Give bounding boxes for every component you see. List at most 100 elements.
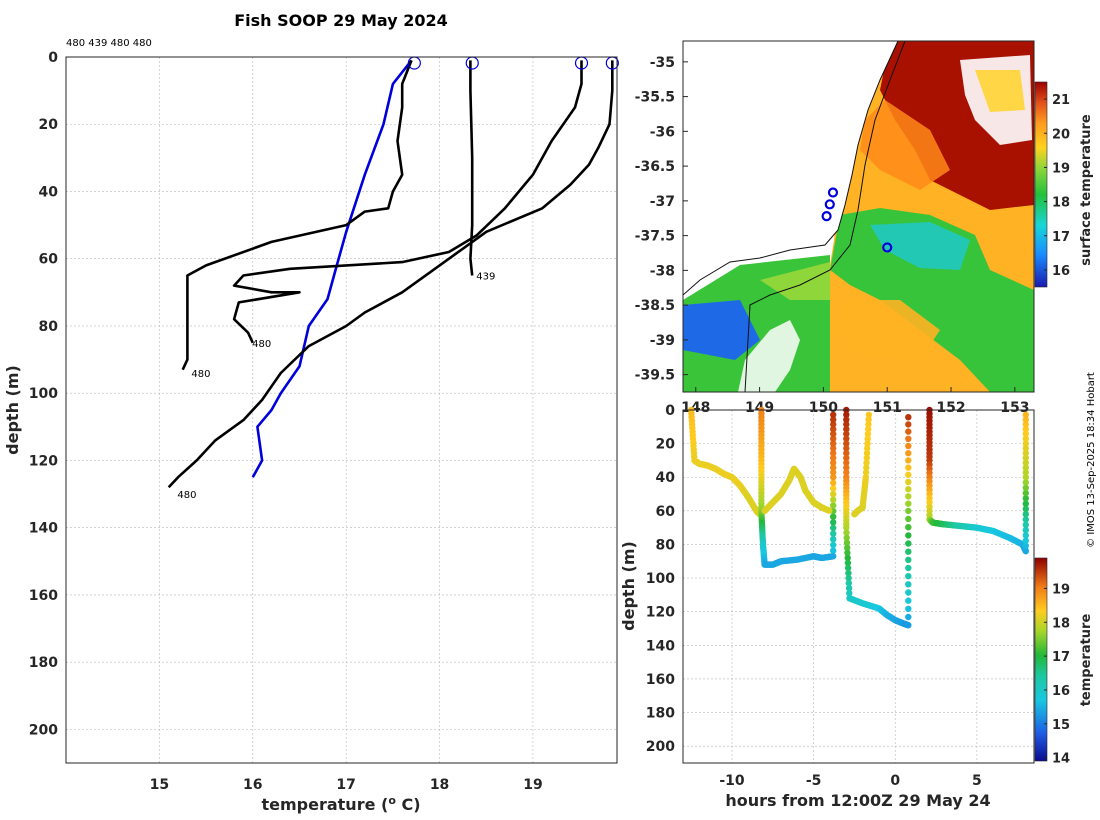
depth-time-point: [830, 485, 837, 492]
sst-colorbar-tick-label: 17: [1052, 230, 1070, 245]
depth-time-axes-box: [682, 409, 1035, 764]
depth-time-point: [1022, 411, 1029, 418]
depth-time-point: [844, 544, 851, 551]
y-tick-label: 100: [646, 571, 675, 587]
sst-colorbar-tick-label: 19: [1052, 161, 1070, 176]
depth-time-point: [830, 430, 837, 438]
depth-time-point: [826, 507, 833, 514]
depth-time-point: [1022, 474, 1029, 481]
depth-time-point: [1022, 469, 1029, 476]
depth-time-point: [843, 445, 850, 452]
depth-time-point: [830, 416, 837, 423]
depth-time-point: [1022, 430, 1029, 438]
profile-series: [167, 59, 614, 489]
depth-time-point: [830, 491, 837, 498]
profile-axes-box: [65, 56, 618, 764]
lat-tick-label: -35.5: [635, 90, 675, 106]
y-tick-label: 140: [29, 521, 58, 537]
y-tick-label: 200: [29, 722, 58, 738]
depth-time-point: [830, 459, 837, 466]
coastline: [683, 41, 899, 296]
y-tick-label: 40: [656, 470, 676, 486]
depth-time-point: [863, 454, 870, 462]
temperature-colorbar-tick-label: 18: [1052, 616, 1070, 631]
depth-time-point: [905, 450, 912, 457]
depth-time-point: [1022, 459, 1029, 466]
series-line-profile-3: [232, 60, 583, 344]
sst-blue-patch: [683, 300, 760, 360]
station-marker: [882, 242, 893, 253]
depth-time-point: [843, 534, 850, 541]
profile-y-axis-label: depth (m): [3, 365, 22, 455]
depth-time-point: [843, 524, 850, 531]
depth-time-point: [905, 581, 912, 588]
depth-time-point: [844, 549, 851, 557]
depth-time-point: [1022, 445, 1029, 452]
y-tick-label: 60: [656, 504, 676, 520]
profile-grid: [66, 56, 617, 763]
sst-orange-band: [860, 100, 950, 190]
depth-time-point: [905, 493, 912, 500]
depth-time-point: [843, 440, 850, 447]
sst-colorbar-tick-label: 21: [1052, 93, 1070, 108]
depth-time-x-ticks: -10 -5 0 5: [719, 773, 981, 789]
station-marker: [827, 187, 839, 198]
depth-time-point: [845, 579, 852, 587]
depth-time-point: [1022, 505, 1029, 513]
depth-time-point: [843, 416, 850, 423]
sst-colorbar-ticks: 16 17 18 19 20 21: [1044, 93, 1070, 279]
depth-time-point: [864, 435, 871, 442]
profile-id-label: 480: [191, 369, 210, 380]
depth-time-point: [843, 529, 850, 536]
depth-time-point: [865, 421, 872, 428]
depth-time-point: [830, 454, 837, 462]
sst-colorbar: [1034, 81, 1048, 288]
profile-id-labels: 439 480 480 480: [177, 272, 495, 502]
depth-time-point: [845, 574, 852, 582]
depth-time-point: [905, 507, 912, 515]
land-mainland: [683, 41, 898, 295]
lon-tick-label: 153: [1000, 400, 1029, 416]
depth-time-point: [1022, 526, 1029, 534]
lat-tick-label: -37.5: [635, 229, 675, 245]
depth-time-points: [688, 406, 1029, 629]
depth-time-point: [1022, 440, 1029, 447]
profile-id-label: 439: [476, 272, 495, 283]
depth-time-point: [1022, 426, 1029, 433]
depth-time-point: [845, 585, 853, 592]
depth-time-point: [843, 435, 850, 442]
map-lat-ticks: -35 -35.5 -36 -36.5 -37 -37.5 -38 -38.5 -39 -39.5: [635, 55, 688, 384]
depth-time-point: [905, 464, 912, 471]
depth-time-point: [905, 524, 912, 531]
depth-time-point: [1022, 421, 1029, 428]
depth-time-point: [830, 519, 837, 526]
depth-time-point: [844, 554, 851, 562]
depth-time-point: [830, 435, 837, 442]
y-tick-label: 0: [665, 403, 675, 419]
depth-time-point: [830, 496, 837, 503]
land-cloud-gap: [738, 320, 800, 392]
depth-time-point: [830, 502, 837, 509]
lat-tick-label: -38: [650, 263, 675, 279]
depth-time-point: [844, 559, 852, 567]
depth-time-point: [905, 532, 912, 539]
profile-id-label: 480: [252, 339, 271, 350]
depth-time-point: [864, 440, 871, 447]
depth-time-point: [1022, 450, 1029, 457]
depth-time-point: [905, 589, 912, 596]
x-tick-label: 17: [336, 777, 355, 793]
lat-tick-label: -36.5: [635, 159, 675, 175]
series-line-profile-2: [469, 60, 474, 276]
lon-tick-label: 152: [936, 400, 965, 416]
depth-time-point: [1022, 479, 1029, 486]
y-tick-label: 120: [646, 605, 675, 621]
depth-time-point: [905, 435, 912, 442]
depth-time-point: [905, 421, 912, 428]
lat-tick-label: -38.5: [635, 298, 675, 314]
depth-time-point: [905, 486, 912, 493]
depth-time-y-ticks: 0 20 40 60 80 100 120 140 160 180 200: [646, 403, 675, 755]
depth-time-point: [863, 450, 871, 457]
depth-time-point: [1022, 495, 1029, 502]
depth-time-point: [843, 450, 850, 457]
